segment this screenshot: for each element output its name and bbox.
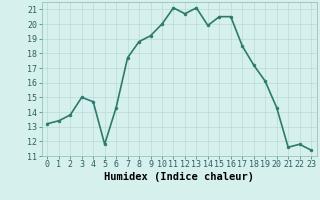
X-axis label: Humidex (Indice chaleur): Humidex (Indice chaleur)	[104, 172, 254, 182]
